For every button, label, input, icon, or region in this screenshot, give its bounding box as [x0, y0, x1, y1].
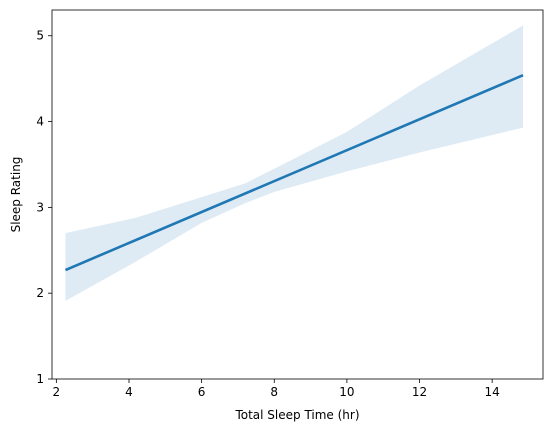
x-axis-ticks: 2 4 6 8 10 12 14	[53, 379, 500, 399]
y-tick-label: 3	[36, 200, 44, 214]
y-axis-label: Sleep Rating	[9, 157, 23, 233]
plot-area-frame	[51, 9, 544, 380]
y-tick-label: 5	[36, 29, 44, 43]
x-tick-label: 8	[270, 385, 278, 399]
x-tick-label: 10	[339, 385, 354, 399]
x-tick-label: 14	[485, 385, 500, 399]
x-tick-label: 12	[412, 385, 427, 399]
x-tick-label: 2	[53, 385, 61, 399]
regression-line-layer	[64, 74, 524, 272]
regression-line	[64, 74, 524, 272]
confidence-band-layer	[65, 25, 524, 301]
y-tick-label: 1	[36, 372, 44, 386]
y-tick-label: 4	[36, 115, 44, 129]
y-tick-label: 2	[36, 286, 44, 300]
x-tick-label: 4	[125, 385, 133, 399]
confidence-band	[65, 25, 524, 301]
x-tick-label: 6	[198, 385, 206, 399]
x-axis-label: Total Sleep Time (hr)	[234, 408, 359, 422]
y-axis-ticks: 1 2 3 4 5	[36, 29, 52, 386]
